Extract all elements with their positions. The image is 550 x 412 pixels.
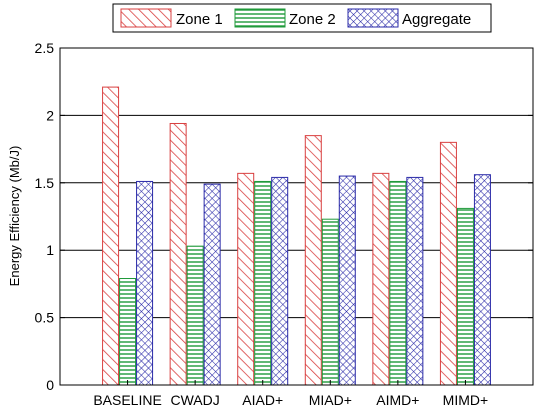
legend-item-aggregate: Aggregate [347, 8, 471, 28]
legend-box [112, 3, 492, 33]
bar-zone-2-mimd [456, 207, 474, 386]
legend-item-zone-1: Zone 1 [120, 8, 223, 28]
x-tick-label: CWADJ [171, 392, 220, 408]
bar-aggregate-aimd [406, 176, 424, 386]
bar-aggregate-aiad [271, 176, 289, 386]
y-tick-label: 0 [46, 377, 54, 393]
legend: Zone 1 Zone 2 Aggregate [112, 3, 492, 33]
y-tick-label: 2.5 [35, 40, 55, 56]
bar-aggregate-miad [338, 175, 356, 386]
bar-zone-1-baseline [102, 86, 120, 386]
legend-label-aggregate: Aggregate [402, 11, 471, 28]
legend-swatch-zone-2 [234, 8, 286, 28]
y-tick-label: 2 [46, 107, 54, 123]
bars [102, 86, 491, 386]
x-tick-label: MIAD+ [309, 392, 352, 408]
legend-swatch-aggregate [347, 8, 399, 28]
bar-zone-2-aiad [254, 180, 272, 386]
bar-aggregate-baseline [136, 180, 154, 386]
bar-zone-1-mimd [439, 141, 457, 386]
plot-frame [59, 47, 534, 386]
bar-zone-1-miad [304, 135, 322, 386]
bar-zone-1-aiad [237, 172, 255, 386]
x-axis: BASELINE CWADJ AIAD+ MIAD+ AIMD+ MIMD+ [93, 380, 488, 408]
y-tick-label: 0.5 [35, 310, 55, 326]
y-tick-label: 1 [46, 242, 54, 258]
bar-aggregate-cwadj [203, 183, 221, 386]
legend-label-zone-1: Zone 1 [176, 11, 223, 28]
x-tick-label: MIMD+ [443, 392, 489, 408]
y-axis: 0 0.5 1 1.5 2 2.5 [35, 40, 533, 393]
y-axis-label: Energy Efficiency (Mb/J) [7, 146, 22, 287]
bar-aggregate-mimd [473, 174, 491, 386]
x-tick-label: AIMD+ [376, 392, 419, 408]
bar-zone-2-baseline [119, 278, 137, 386]
x-tick-label: BASELINE [93, 392, 161, 408]
bar-zone-2-cwadj [186, 245, 204, 386]
legend-swatch-zone-1 [120, 8, 172, 28]
x-tick-label: AIAD+ [242, 392, 283, 408]
bar-zone-1-cwadj [169, 122, 187, 386]
legend-item-zone-2: Zone 2 [234, 8, 336, 28]
bar-zone-2-miad [321, 218, 339, 386]
bar-zone-1-aimd [372, 172, 390, 386]
y-tick-label: 1.5 [35, 175, 55, 191]
bar-zone-2-aimd [389, 180, 407, 386]
legend-label-zone-2: Zone 2 [289, 11, 336, 28]
